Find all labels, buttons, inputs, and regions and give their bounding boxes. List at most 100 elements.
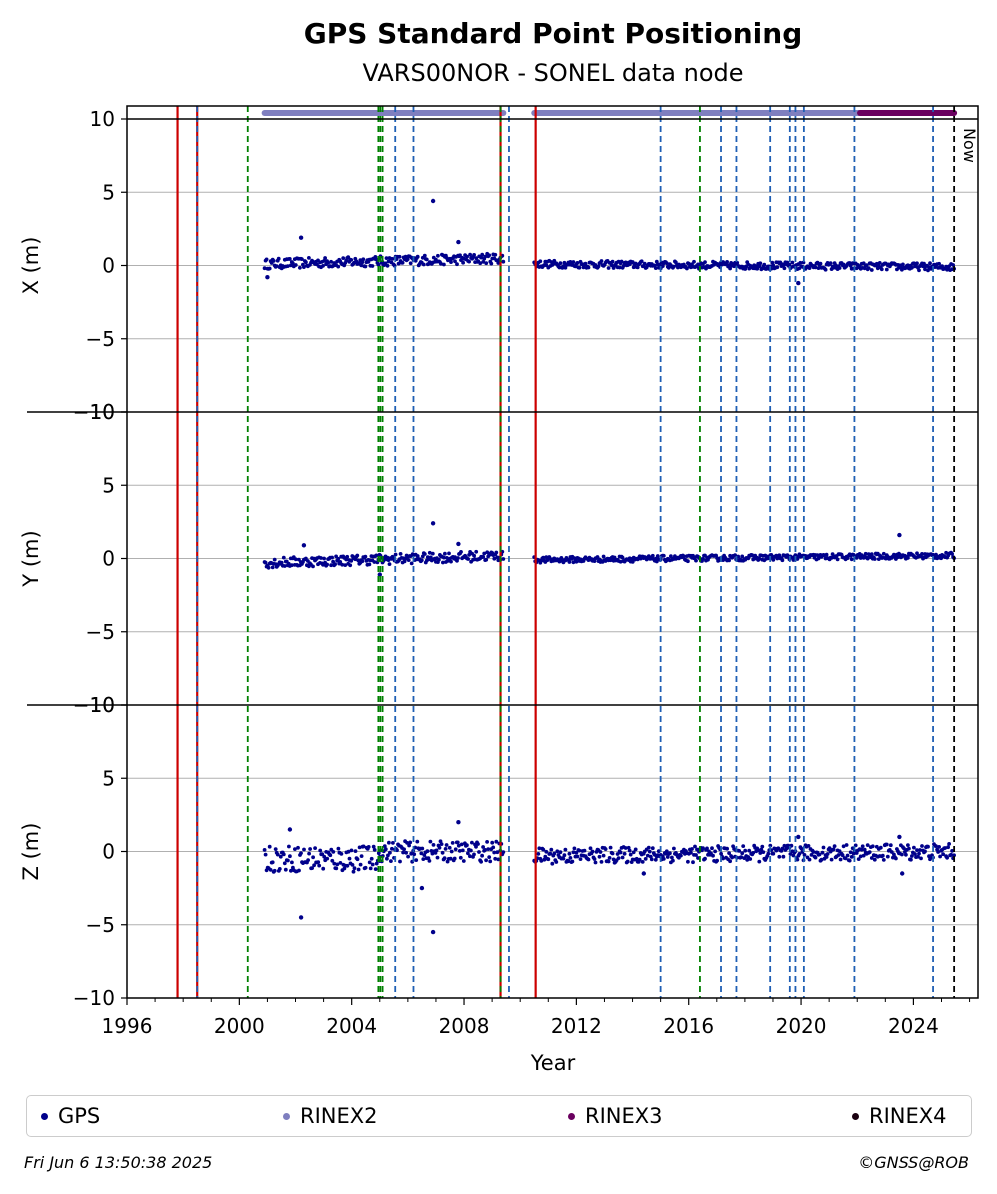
data-point: [861, 853, 866, 858]
data-point: [501, 850, 506, 854]
outlier-point: [430, 198, 436, 204]
data-point: [880, 853, 885, 858]
data-point: [740, 554, 745, 559]
data-point: [811, 850, 816, 854]
data-point: [840, 853, 845, 858]
data-point: [459, 550, 463, 554]
data-point: [869, 856, 874, 860]
data-point: [795, 857, 800, 862]
data-point: [640, 860, 645, 864]
data-point: [405, 257, 410, 262]
data-point: [289, 563, 294, 568]
data-point: [568, 260, 573, 264]
x-tick-label: 2012: [551, 1014, 602, 1038]
data-point: [618, 559, 623, 564]
data-point: [287, 844, 291, 849]
data-point: [316, 860, 321, 864]
data-point: [837, 266, 842, 270]
data-point: [793, 553, 798, 558]
data-point: [415, 254, 420, 259]
data-point: [625, 859, 630, 864]
data-point: [360, 559, 365, 564]
data-point: [398, 552, 403, 556]
x-axis-label: Year: [530, 1051, 576, 1075]
data-point: [345, 554, 350, 559]
data-point: [568, 856, 573, 860]
outlier-point: [796, 280, 801, 286]
x-tick-label: 2016: [663, 1014, 714, 1038]
data-point: [689, 850, 693, 855]
data-point: [902, 846, 906, 851]
data-point: [634, 856, 639, 861]
data-point: [326, 261, 330, 265]
data-point: [286, 858, 290, 863]
data-point: [494, 550, 499, 555]
outlier-point: [265, 275, 270, 280]
data-point: [449, 849, 454, 854]
data-point: [437, 557, 441, 562]
data-point: [311, 855, 315, 860]
data-point: [664, 849, 669, 854]
data-point: [397, 254, 402, 259]
data-point: [444, 843, 449, 847]
data-point: [757, 264, 762, 269]
data-point: [831, 265, 836, 270]
data-point: [355, 857, 360, 862]
data-point: [374, 257, 379, 262]
data-point: [601, 853, 606, 858]
y-tick-label: −10: [73, 986, 115, 1010]
data-point: [405, 841, 409, 845]
data-point: [694, 853, 698, 857]
data-point: [686, 559, 690, 564]
data-point: [480, 853, 484, 858]
data-point: [798, 260, 803, 265]
data-point: [797, 852, 802, 856]
data-point: [333, 562, 337, 567]
data-point: [900, 852, 904, 857]
data-point: [937, 845, 941, 849]
data-point: [341, 256, 346, 260]
data-point: [643, 857, 648, 861]
data-point: [940, 264, 944, 269]
data-point: [918, 848, 922, 852]
points-layer: [262, 198, 956, 935]
data-point: [937, 261, 941, 266]
data-point: [366, 845, 371, 849]
data-point: [346, 849, 351, 854]
data-point: [888, 843, 893, 848]
data-point: [479, 255, 484, 260]
y-tick-label: 10: [90, 693, 115, 717]
data-point: [577, 265, 582, 270]
data-point: [766, 851, 771, 856]
data-point: [488, 859, 493, 864]
data-point: [571, 850, 576, 855]
data-point: [317, 863, 322, 868]
data-point: [592, 857, 597, 861]
y-tick-label: −5: [86, 620, 115, 644]
data-point: [610, 851, 615, 856]
data-point: [385, 856, 389, 861]
footer-timestamp: Fri Jun 6 13:50:38 2025: [24, 1153, 213, 1172]
y-tick-label: 0: [102, 840, 115, 864]
data-point: [679, 853, 683, 858]
data-point: [453, 847, 458, 852]
data-point: [419, 851, 424, 856]
data-point: [682, 554, 686, 559]
data-point: [390, 257, 395, 261]
data-point: [262, 848, 267, 852]
data-point: [622, 851, 627, 856]
data-point: [481, 845, 485, 849]
data-point: [414, 858, 419, 862]
data-point: [928, 261, 932, 266]
data-point: [655, 554, 660, 558]
data-point: [756, 848, 761, 853]
data-point: [920, 552, 924, 556]
data-point: [813, 855, 818, 860]
data-point: [352, 866, 357, 871]
gps-chart: GPS Standard Point Positioning VARS00NOR…: [19, 17, 979, 1075]
data-point: [668, 851, 672, 856]
data-point: [881, 858, 886, 862]
data-point: [713, 849, 717, 854]
data-point: [431, 843, 436, 847]
data-point: [357, 845, 362, 850]
